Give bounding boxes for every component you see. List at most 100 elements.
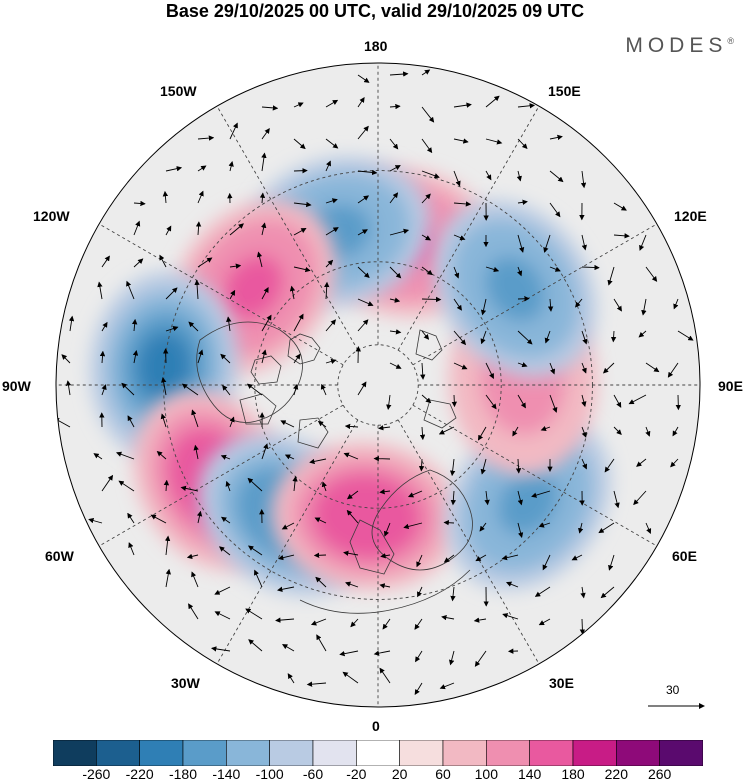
wind-arrow [68, 315, 75, 332]
wind-arrow [443, 554, 455, 563]
wind-arrow [133, 258, 144, 268]
wind-arrow [160, 413, 167, 428]
wind-arrow [438, 426, 455, 435]
colorbar-segment-12 [572, 740, 617, 766]
wind-arrow [673, 298, 679, 310]
wind-arrow [325, 99, 339, 108]
colorbar-tick-label: -180 [168, 766, 198, 782]
meridian-240 [98, 223, 344, 366]
wind-arrow [516, 170, 522, 182]
wind-arrow [188, 603, 199, 620]
meridian-210 [216, 105, 359, 351]
wind-arrow [277, 586, 295, 592]
wind-arrow [127, 512, 135, 524]
wind-arrow [214, 586, 231, 595]
wind-arrow [479, 522, 487, 532]
wind-arrow [127, 415, 135, 428]
wind-arrow [453, 170, 461, 187]
wind-arrow [415, 650, 423, 663]
wind-arrow [517, 490, 523, 506]
colorbar-segment-0 [53, 740, 97, 766]
wind-arrow [162, 190, 169, 204]
wind-arrow [357, 319, 369, 332]
wind-arrow [549, 266, 561, 272]
wind-arrow [180, 485, 199, 492]
wind-arrow [645, 266, 658, 282]
wind-arrow [357, 229, 368, 236]
wind-arrow [321, 481, 327, 492]
wind-arrow [389, 103, 401, 110]
wind-arrow [309, 458, 327, 465]
wind-arrow [325, 227, 339, 236]
wind-arrow [421, 193, 431, 204]
wind-arrow [357, 169, 378, 176]
wind-arrow [613, 202, 627, 211]
wind-arrow [317, 420, 327, 428]
wind-arrow [389, 266, 402, 279]
wind-arrow [502, 613, 519, 620]
wind-arrow [421, 234, 432, 241]
wind-arrow [65, 380, 72, 396]
wind-arrow [133, 200, 146, 207]
wind-arrow [293, 313, 304, 332]
wind-arrow [549, 202, 561, 218]
wind-arrow [580, 586, 586, 599]
wind-arrow [414, 682, 423, 695]
wind-arrow [421, 394, 432, 404]
wind-arrow [165, 287, 178, 300]
wind-arrow [195, 221, 202, 236]
wind-arrow [150, 514, 167, 524]
wind-arrow [517, 138, 528, 150]
colorbar [53, 740, 703, 766]
wind-arrow [293, 266, 311, 273]
wind-arrow [229, 122, 238, 140]
wind-arrow [538, 618, 551, 626]
wind-arrow [246, 383, 263, 396]
wind-arrow [389, 362, 402, 369]
wind-arrow [306, 681, 327, 687]
wind-arrow [229, 263, 242, 269]
wind-arrow [421, 330, 430, 340]
wind-arrow [225, 480, 231, 492]
wind-arrow [421, 106, 435, 123]
colorbar-segment-3 [182, 740, 227, 766]
wind-arrow [645, 522, 652, 535]
map-title: Base 29/10/2025 00 UTC, valid 29/10/2025… [165, 1, 585, 21]
colorbar-tick-label: -60 [302, 766, 324, 782]
colorbar-tick-label: 20 [391, 766, 408, 782]
wind-arrow [214, 611, 231, 620]
wind-arrow [126, 280, 135, 300]
wind-arrow [293, 138, 306, 150]
wind-arrow [261, 349, 267, 364]
wind-arrow [293, 102, 304, 108]
wind-arrow [542, 554, 551, 571]
wind-arrow [383, 522, 391, 537]
wind-arrow [281, 522, 295, 530]
wind-arrow [517, 266, 523, 277]
wind-arrow [220, 353, 231, 364]
wind-arrow [220, 516, 231, 524]
wind-arrow [132, 350, 139, 364]
wind-arrow [293, 201, 312, 208]
wind-arrow [346, 490, 359, 500]
wind-arrow [325, 160, 331, 172]
wind-arrow [339, 650, 359, 657]
wind-arrow [517, 394, 526, 409]
lon-label-150w: 150W [160, 83, 197, 99]
wind-arrow [517, 103, 536, 109]
wind-arrow [538, 522, 551, 528]
colorbar-tick-label: 60 [435, 766, 451, 782]
wind-arrow [607, 266, 615, 286]
wind-arrow [191, 571, 199, 588]
colorbar-tick-label: 260 [647, 766, 672, 782]
wind-arrow [389, 228, 410, 236]
wind-arrow [344, 423, 359, 430]
wind-arrow [320, 383, 327, 396]
wind-arrow [613, 426, 622, 435]
wind-arrow [581, 362, 587, 374]
lon-label-180: 180 [364, 38, 388, 54]
wind-arrow [261, 443, 269, 460]
colorbar-tick-label: 220 [604, 766, 629, 782]
colorbar-tick-label: 140 [517, 766, 542, 782]
